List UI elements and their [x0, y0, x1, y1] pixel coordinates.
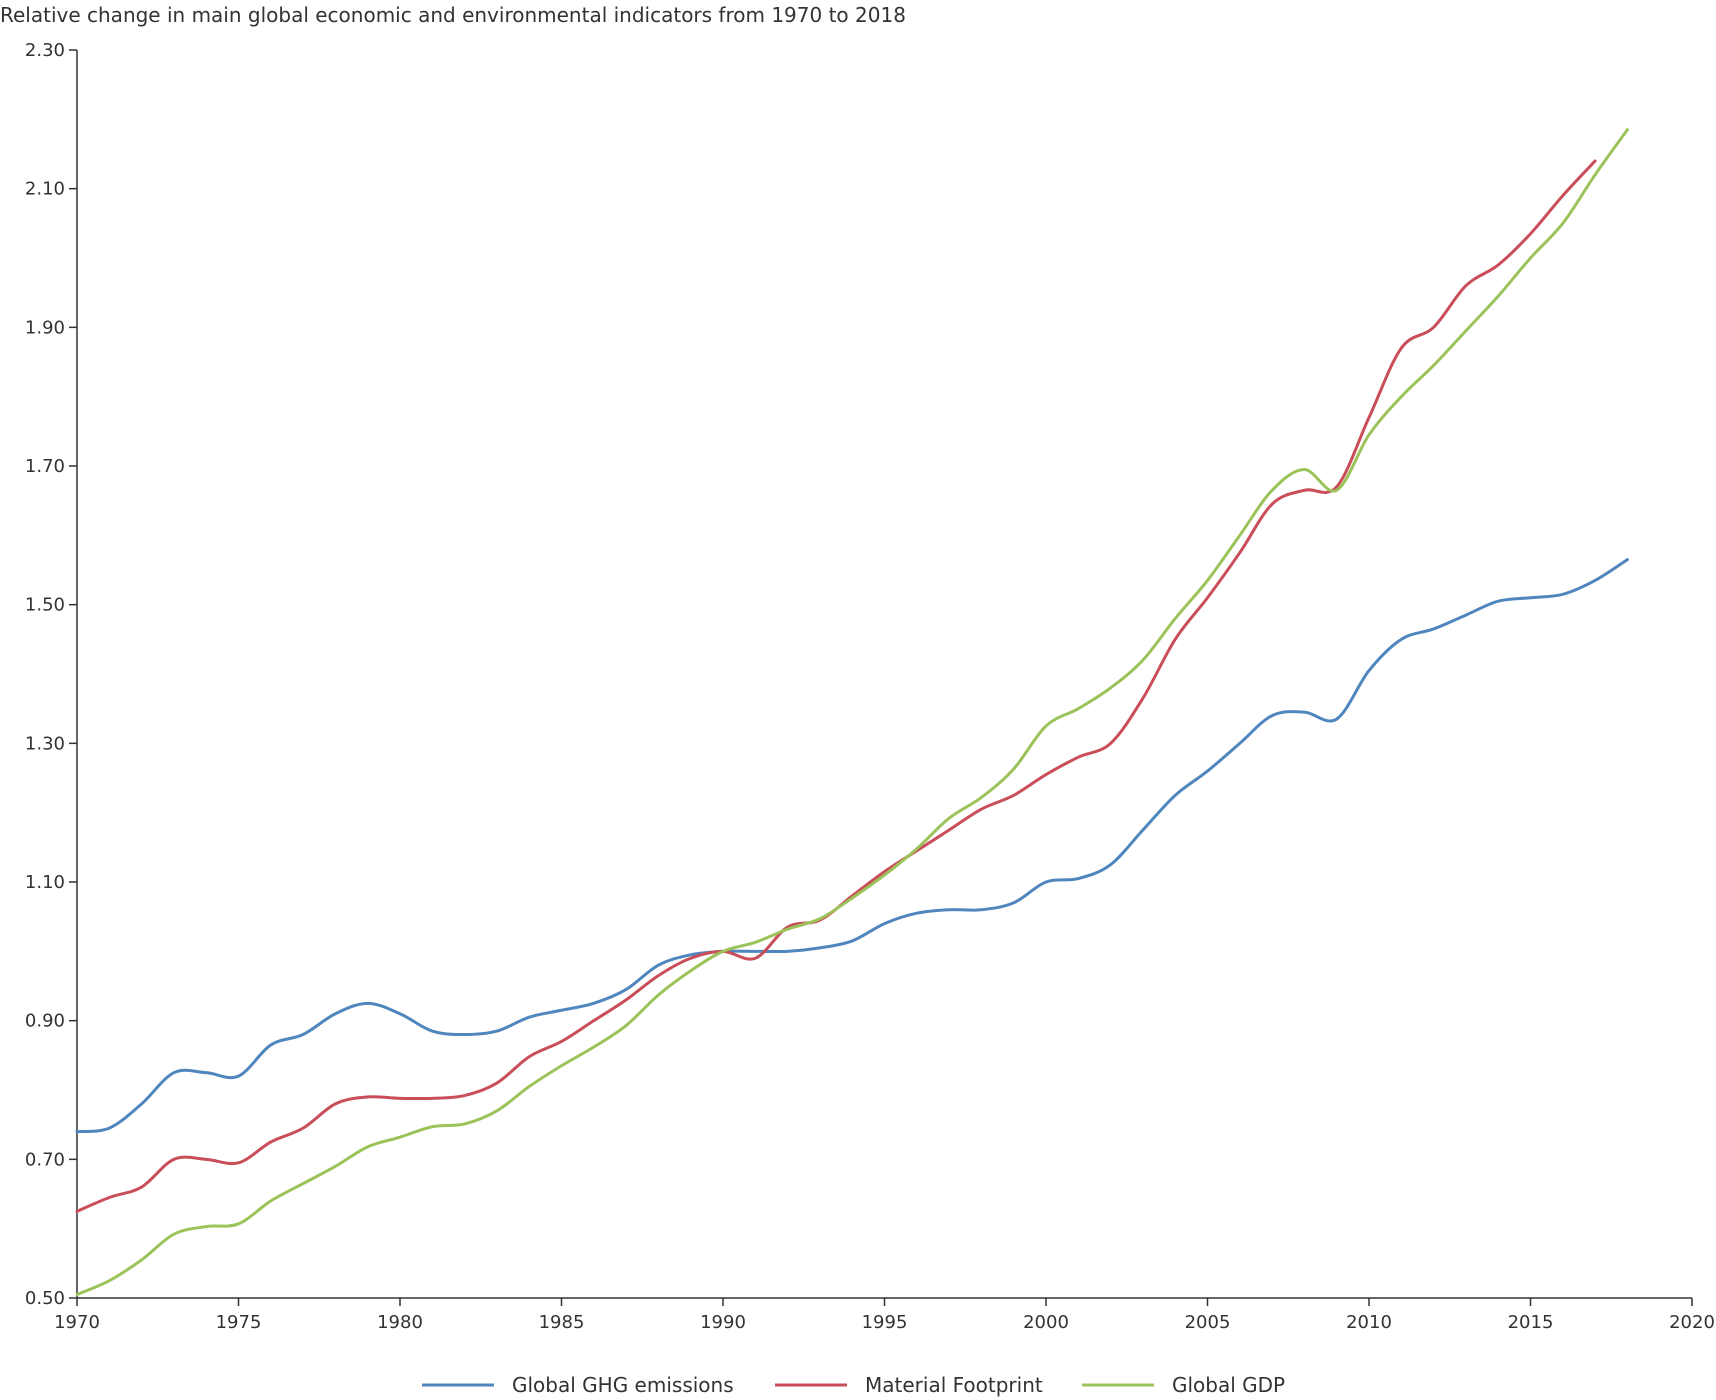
x-tick-label: 2015	[1508, 1312, 1554, 1333]
x-tick-label: 2005	[1185, 1312, 1231, 1333]
y-tick-label: 1.30	[25, 733, 65, 754]
y-tick-label: 0.70	[25, 1149, 65, 1170]
y-tick-label: 0.90	[25, 1011, 65, 1032]
chart-title: Relative change in main global economic …	[0, 3, 906, 27]
x-tick-label: 1970	[54, 1312, 100, 1333]
x-tick-label: 2020	[1669, 1312, 1715, 1333]
y-tick-label: 1.90	[25, 317, 65, 338]
series-line-material-footprint	[75, 159, 1597, 1213]
y-tick-label: 1.50	[25, 595, 65, 616]
series-lines	[75, 128, 1629, 1297]
x-tick-label: 1980	[377, 1312, 423, 1333]
y-tick-label: 2.10	[25, 179, 65, 200]
x-tick-label: 1985	[539, 1312, 585, 1333]
x-tick-label: 2010	[1346, 1312, 1392, 1333]
x-tick-label: 1990	[700, 1312, 746, 1333]
y-tick-label: 0.50	[25, 1288, 65, 1309]
x-tick-label: 1995	[862, 1312, 908, 1333]
x-tick-label: 1975	[216, 1312, 262, 1333]
legend: Global GHG emissions Material Footprint Gl…	[422, 1373, 1285, 1397]
y-tick-label: 2.30	[25, 40, 65, 61]
x-axis-ticks: 1970 1975 1980 1985 1990 1995 2000 2005 2010 2015…	[54, 1298, 1715, 1333]
series-line-global-ghg-emissions	[75, 558, 1629, 1134]
x-tick-label: 2000	[1023, 1312, 1069, 1333]
y-tick-label: 1.10	[25, 872, 65, 893]
legend-label: Global GHG emissions	[512, 1373, 734, 1397]
plot-area: 0.50 0.70 0.90 1.10 1.30 1.50 1.70 1.90 2.10 2.30…	[25, 40, 1715, 1333]
series-line-global-gdp	[75, 128, 1629, 1297]
y-axis-ticks: 0.50 0.70 0.90 1.10 1.30 1.50 1.70 1.90 2.10 2.30	[25, 40, 77, 1309]
legend-label: Material Footprint	[865, 1373, 1043, 1397]
y-tick-label: 1.70	[25, 456, 65, 477]
legend-label: Global GDP	[1172, 1373, 1285, 1397]
